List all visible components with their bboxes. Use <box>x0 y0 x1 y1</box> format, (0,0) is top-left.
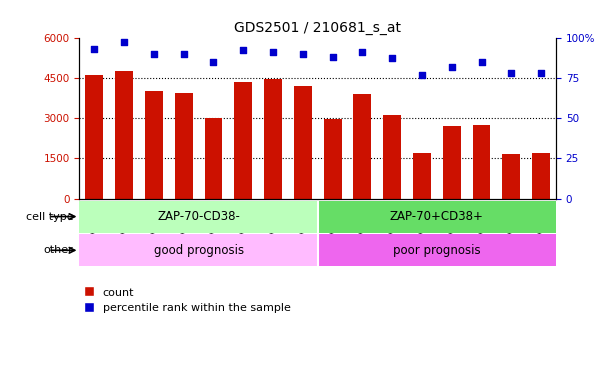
Bar <box>86 75 103 199</box>
Bar <box>353 94 371 199</box>
Text: ZAP-70+CD38+: ZAP-70+CD38+ <box>390 210 484 223</box>
Bar <box>532 153 550 199</box>
Bar <box>413 153 431 199</box>
Point <box>447 63 456 69</box>
Point <box>507 70 516 76</box>
Bar <box>443 126 461 199</box>
Point <box>387 56 397 62</box>
Point <box>238 47 248 53</box>
Bar <box>115 71 133 199</box>
Bar <box>205 118 222 199</box>
Point <box>298 51 308 57</box>
Text: poor prognosis: poor prognosis <box>393 244 481 257</box>
Title: GDS2501 / 210681_s_at: GDS2501 / 210681_s_at <box>234 21 401 35</box>
Point <box>417 72 427 78</box>
Point <box>536 70 546 76</box>
Bar <box>473 125 491 199</box>
Point <box>89 46 99 52</box>
Text: other: other <box>43 245 73 255</box>
Bar <box>235 82 252 199</box>
Legend: count, percentile rank within the sample: count, percentile rank within the sample <box>85 287 291 313</box>
Bar <box>294 86 312 199</box>
Text: ZAP-70-CD38-: ZAP-70-CD38- <box>157 210 240 223</box>
Bar <box>145 91 163 199</box>
Bar <box>79 234 318 266</box>
Bar <box>79 201 318 232</box>
Text: good prognosis: good prognosis <box>153 244 244 257</box>
Bar <box>318 201 556 232</box>
Bar <box>318 234 556 266</box>
Point <box>327 54 337 60</box>
Point <box>477 59 486 65</box>
Bar <box>324 118 342 199</box>
Point <box>208 59 218 65</box>
Bar <box>264 79 282 199</box>
Point <box>268 49 278 55</box>
Text: cell type: cell type <box>26 211 73 222</box>
Point <box>149 51 159 57</box>
Point <box>179 51 189 57</box>
Point <box>119 39 129 45</box>
Bar <box>383 115 401 199</box>
Bar <box>502 154 520 199</box>
Bar <box>175 93 192 199</box>
Point <box>357 49 367 55</box>
